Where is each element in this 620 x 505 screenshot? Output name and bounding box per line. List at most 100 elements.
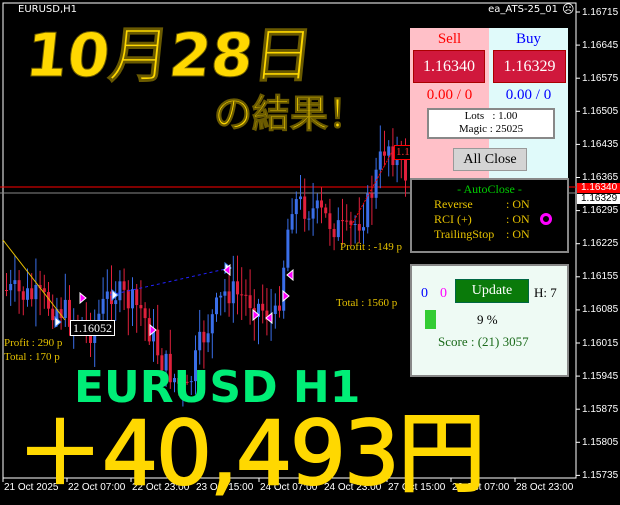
candle-body	[194, 350, 197, 382]
candle-body	[244, 294, 248, 296]
candle-body	[63, 299, 67, 318]
price-tick-label: 1.16085	[582, 304, 619, 316]
candle-body	[30, 288, 34, 300]
candle-body	[366, 193, 370, 228]
candle-body	[273, 305, 277, 315]
trade-panel: Sell Buy 1.16340 1.16329 0.00 / 0 0.00 /…	[410, 28, 568, 178]
score: Score : (21) 3057	[438, 334, 529, 349]
all-close-button[interactable]: All Close	[453, 148, 527, 171]
candle-body	[202, 331, 206, 343]
candle-body	[143, 308, 147, 319]
candle-body	[42, 288, 46, 293]
price-tick-label: 1.15945	[582, 370, 619, 382]
candle-body	[177, 378, 181, 384]
buy-button[interactable]: 1.16329	[493, 50, 566, 83]
candle-body	[294, 199, 298, 215]
autoclose-key: RCI (+)	[434, 212, 472, 226]
update-button[interactable]: Update	[455, 279, 529, 303]
candle-body	[51, 308, 55, 321]
price-tick-label: 1.16295	[582, 205, 619, 217]
lots-value: Lots : 1.00	[464, 110, 518, 122]
pair-label: EURUSD H1	[74, 362, 361, 413]
candle-body	[311, 208, 315, 219]
candle-body	[240, 294, 244, 296]
candle-body	[332, 228, 336, 238]
candle-body	[223, 291, 227, 296]
price-tick-label: 1.16575	[582, 72, 619, 84]
candle-body	[26, 288, 29, 300]
profit-amount: ＋40,493円	[15, 402, 487, 505]
chart-symbol: EURUSD,H1	[18, 4, 78, 15]
candle-body	[168, 353, 172, 383]
candle-body	[315, 200, 319, 209]
candle-body	[290, 214, 294, 230]
sell-pl: 0.00 / 0	[426, 87, 473, 103]
candle-body	[206, 333, 210, 343]
candle-body	[152, 329, 155, 342]
time-tick-label: 24 Oct 07:00	[260, 482, 318, 493]
candle-body	[9, 283, 13, 291]
price-tick-label: 1.15735	[582, 469, 619, 481]
candle-body	[47, 292, 50, 309]
candle-body	[68, 299, 71, 327]
progress-percent: 9 %	[477, 312, 498, 327]
arrow-marker-icon	[286, 268, 294, 282]
autoclose-value: : ON	[506, 197, 530, 211]
candle-body	[5, 290, 8, 291]
autoclose-value: : ON	[506, 212, 530, 226]
time-tick-label: 24 Oct 23:00	[324, 482, 382, 493]
entry-price-label: 1.16052	[70, 320, 115, 336]
candle-body	[126, 289, 130, 309]
time-tick-label: 22 Oct 23:00	[132, 482, 190, 493]
autoclose-panel: - AutoClose - Reverse: ON RCI (+): ON Trai…	[410, 178, 569, 253]
progress-bar	[425, 310, 436, 329]
trendline	[2, 239, 66, 321]
candle-body	[265, 310, 269, 320]
price-tick-label: 1.15875	[582, 403, 619, 415]
price-tick-label: 1.16015	[582, 337, 619, 349]
candle-body	[131, 289, 134, 309]
arrow-marker-icon	[111, 288, 119, 302]
time-tick-label: 21 Oct 2025	[4, 482, 59, 493]
candle-body	[59, 309, 63, 318]
autoclose-row: RCI (+) : ON	[412, 212, 567, 227]
candle-body	[286, 229, 290, 268]
autoclose-row: TrailingStop : ON	[412, 227, 567, 242]
sell-label: Sell	[437, 31, 462, 47]
candle-body	[404, 154, 407, 181]
candle-body	[353, 224, 357, 226]
profit-label: Profit : 290 p	[4, 337, 63, 349]
total-label: Total : 170 p	[4, 351, 60, 363]
time-tick-label: 23 Oct 15:00	[196, 482, 254, 493]
ea-name: ea_ATS-25_01	[488, 4, 558, 15]
bid-price-tag: 1.16340	[577, 183, 620, 193]
title-date: 10月28日	[22, 21, 317, 92]
autoclose-value: : ON	[506, 227, 530, 241]
arrow-marker-icon	[282, 289, 290, 303]
candle-body	[248, 295, 252, 309]
status-indicator-icon	[540, 213, 552, 225]
candle-body	[320, 200, 323, 208]
time-tick-label: 28 Oct 23:00	[516, 482, 574, 493]
candle-body	[21, 291, 25, 300]
autoclose-key: TrailingStop	[434, 227, 495, 241]
sad-face-icon: ☹	[562, 2, 575, 16]
price-tick-label: 1.16365	[582, 172, 619, 183]
candle-body	[101, 298, 105, 314]
candle-body	[122, 281, 126, 290]
candle-body	[105, 291, 109, 299]
trade-line	[109, 267, 231, 296]
candle-body	[336, 220, 340, 238]
sell-button[interactable]: 1.16340	[413, 50, 485, 83]
price-tick-label: 1.16155	[582, 271, 619, 283]
candle-body	[219, 295, 223, 298]
candle-body	[282, 267, 286, 311]
candle-body	[181, 381, 185, 384]
time-tick-label: 22 Oct 07:00	[68, 482, 126, 493]
ask-price-tag: 1.16329	[577, 193, 620, 204]
candle-body	[38, 284, 42, 289]
autoclose-key: Reverse	[434, 197, 473, 211]
arrow-marker-icon	[79, 291, 87, 305]
candle-body	[34, 284, 38, 300]
candle-body	[387, 146, 391, 156]
